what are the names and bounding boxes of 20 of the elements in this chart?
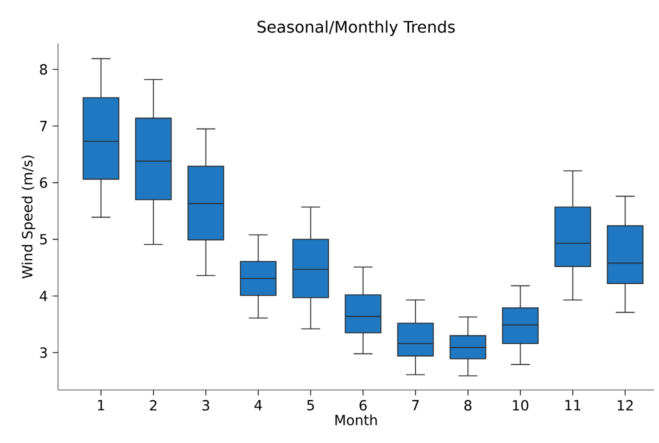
x-tick-label: 8 (464, 400, 472, 411)
x-tick-label: 6 (360, 400, 367, 411)
x-tick-label: 11 (565, 400, 580, 410)
y-tick-label: 4 (40, 290, 48, 302)
x-tick-label: 1 (98, 400, 104, 410)
x-tick-label: 2 (150, 400, 156, 410)
y-tick-label: 6 (40, 177, 48, 188)
y-tick-label: 8 (40, 64, 47, 75)
y-tick-label: 5 (40, 234, 47, 245)
y-tick-label: 3 (40, 347, 47, 358)
y-axis-title: Wind Speed (m/s) (22, 156, 36, 278)
x-tick-label: 10 (512, 400, 528, 411)
x-tick-label: 4 (254, 400, 262, 410)
x-tick-label: 7 (412, 400, 419, 410)
x-tick-label: 3 (202, 400, 210, 411)
chart-title: Seasonal/Monthly Trends (258, 20, 455, 36)
x-axis-title: Month (335, 414, 377, 426)
x-tick-label: 5 (307, 400, 314, 410)
x-tick-label: 12 (618, 400, 633, 410)
y-tick-label: 7 (40, 120, 47, 132)
